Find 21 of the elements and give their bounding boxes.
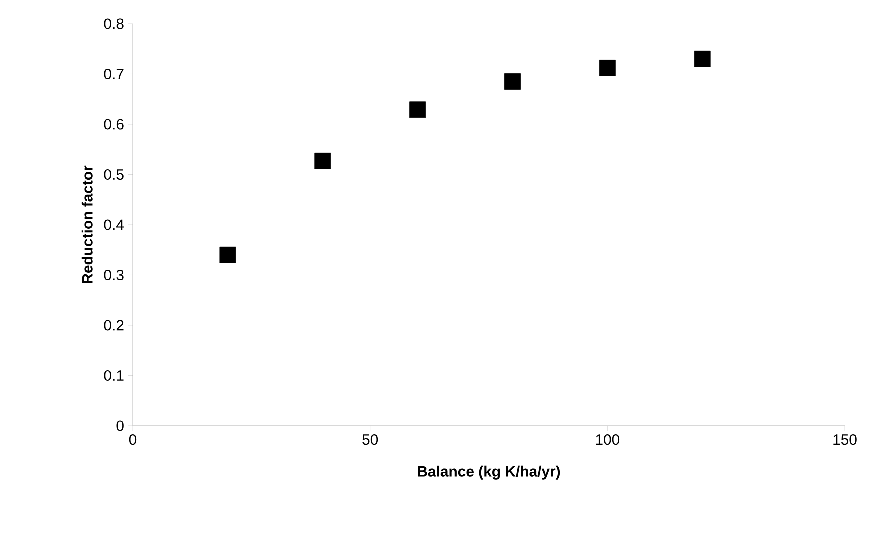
point	[504, 74, 521, 90]
point	[220, 246, 236, 264]
x-tick-label: 0	[129, 434, 137, 446]
y-tick-label: 0.4	[104, 220, 124, 230]
y-tick-label: 0.1	[104, 370, 124, 382]
y-tick-label: 0.7	[104, 68, 124, 80]
y-tick-label: 0.8	[104, 18, 124, 30]
point	[410, 102, 426, 118]
x-tick-label: 150	[834, 434, 857, 446]
y-tick-label: 0	[116, 420, 124, 432]
y-tick-label: 0.2	[104, 320, 124, 331]
y-tick-label: 0.3	[104, 270, 124, 281]
x-axis-title: Balance (kg K/ha/yr)	[418, 466, 560, 480]
y-axis-title: Reduction factor	[82, 166, 93, 284]
x-tick-label: 100	[596, 434, 620, 446]
point	[314, 152, 332, 170]
point	[599, 60, 616, 76]
point	[694, 50, 711, 68]
y-tick-label: 0.6	[104, 119, 124, 130]
x-tick-label: 50	[362, 434, 378, 446]
y-tick-label: 0.5	[104, 169, 124, 180]
